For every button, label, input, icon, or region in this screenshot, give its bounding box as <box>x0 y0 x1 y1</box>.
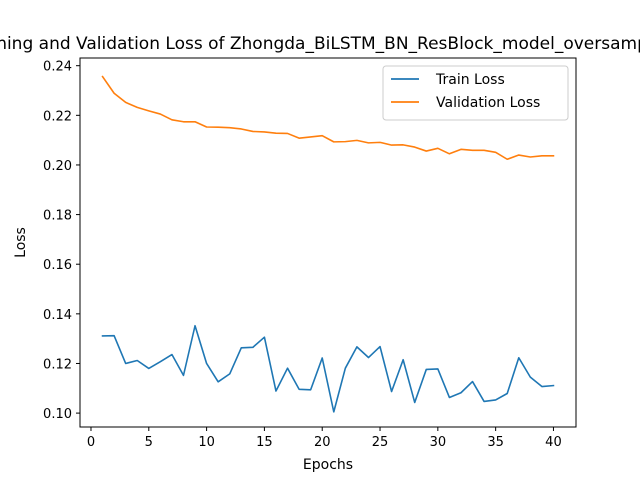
chart-title: Training and Validation Loss of Zhongda_… <box>0 34 640 54</box>
series-line-train-loss <box>101 324 555 413</box>
y-axis-label: Loss <box>13 227 29 258</box>
x-tick-label: 35 <box>487 435 504 450</box>
legend-label-validation: Validation Loss <box>436 95 540 111</box>
x-tick-label: 5 <box>145 435 153 450</box>
legend: Train Loss Validation Loss <box>382 65 569 121</box>
series-layer <box>101 75 555 413</box>
y-tick-label: 0.16 <box>43 258 72 273</box>
y-tick-label: 0.14 <box>43 308 72 323</box>
legend-label-train: Train Loss <box>435 72 505 88</box>
x-tick-label: 0 <box>87 435 95 450</box>
y-tick-label: 0.20 <box>43 159 72 174</box>
y-tick-label: 0.10 <box>43 407 72 422</box>
series-line-validation-loss <box>101 75 555 161</box>
x-axis-ticks: 0 5 10 15 20 25 30 35 40 <box>87 427 562 450</box>
x-tick-label: 30 <box>430 435 447 450</box>
x-tick-label: 40 <box>545 435 562 450</box>
x-axis-label: Epochs <box>303 457 353 473</box>
x-tick-label: 25 <box>372 435 389 450</box>
y-tick-label: 0.22 <box>43 109 72 124</box>
x-tick-label: 15 <box>256 435 273 450</box>
y-tick-label: 0.12 <box>43 357 72 372</box>
y-axis-ticks: 0.10 0.12 0.14 0.16 0.18 0.20 0.22 0.24 <box>43 60 80 422</box>
y-tick-label: 0.18 <box>43 209 72 224</box>
legend-box <box>382 65 569 121</box>
x-tick-label: 20 <box>314 435 331 450</box>
y-tick-label: 0.24 <box>43 60 72 75</box>
x-tick-label: 10 <box>198 435 215 450</box>
